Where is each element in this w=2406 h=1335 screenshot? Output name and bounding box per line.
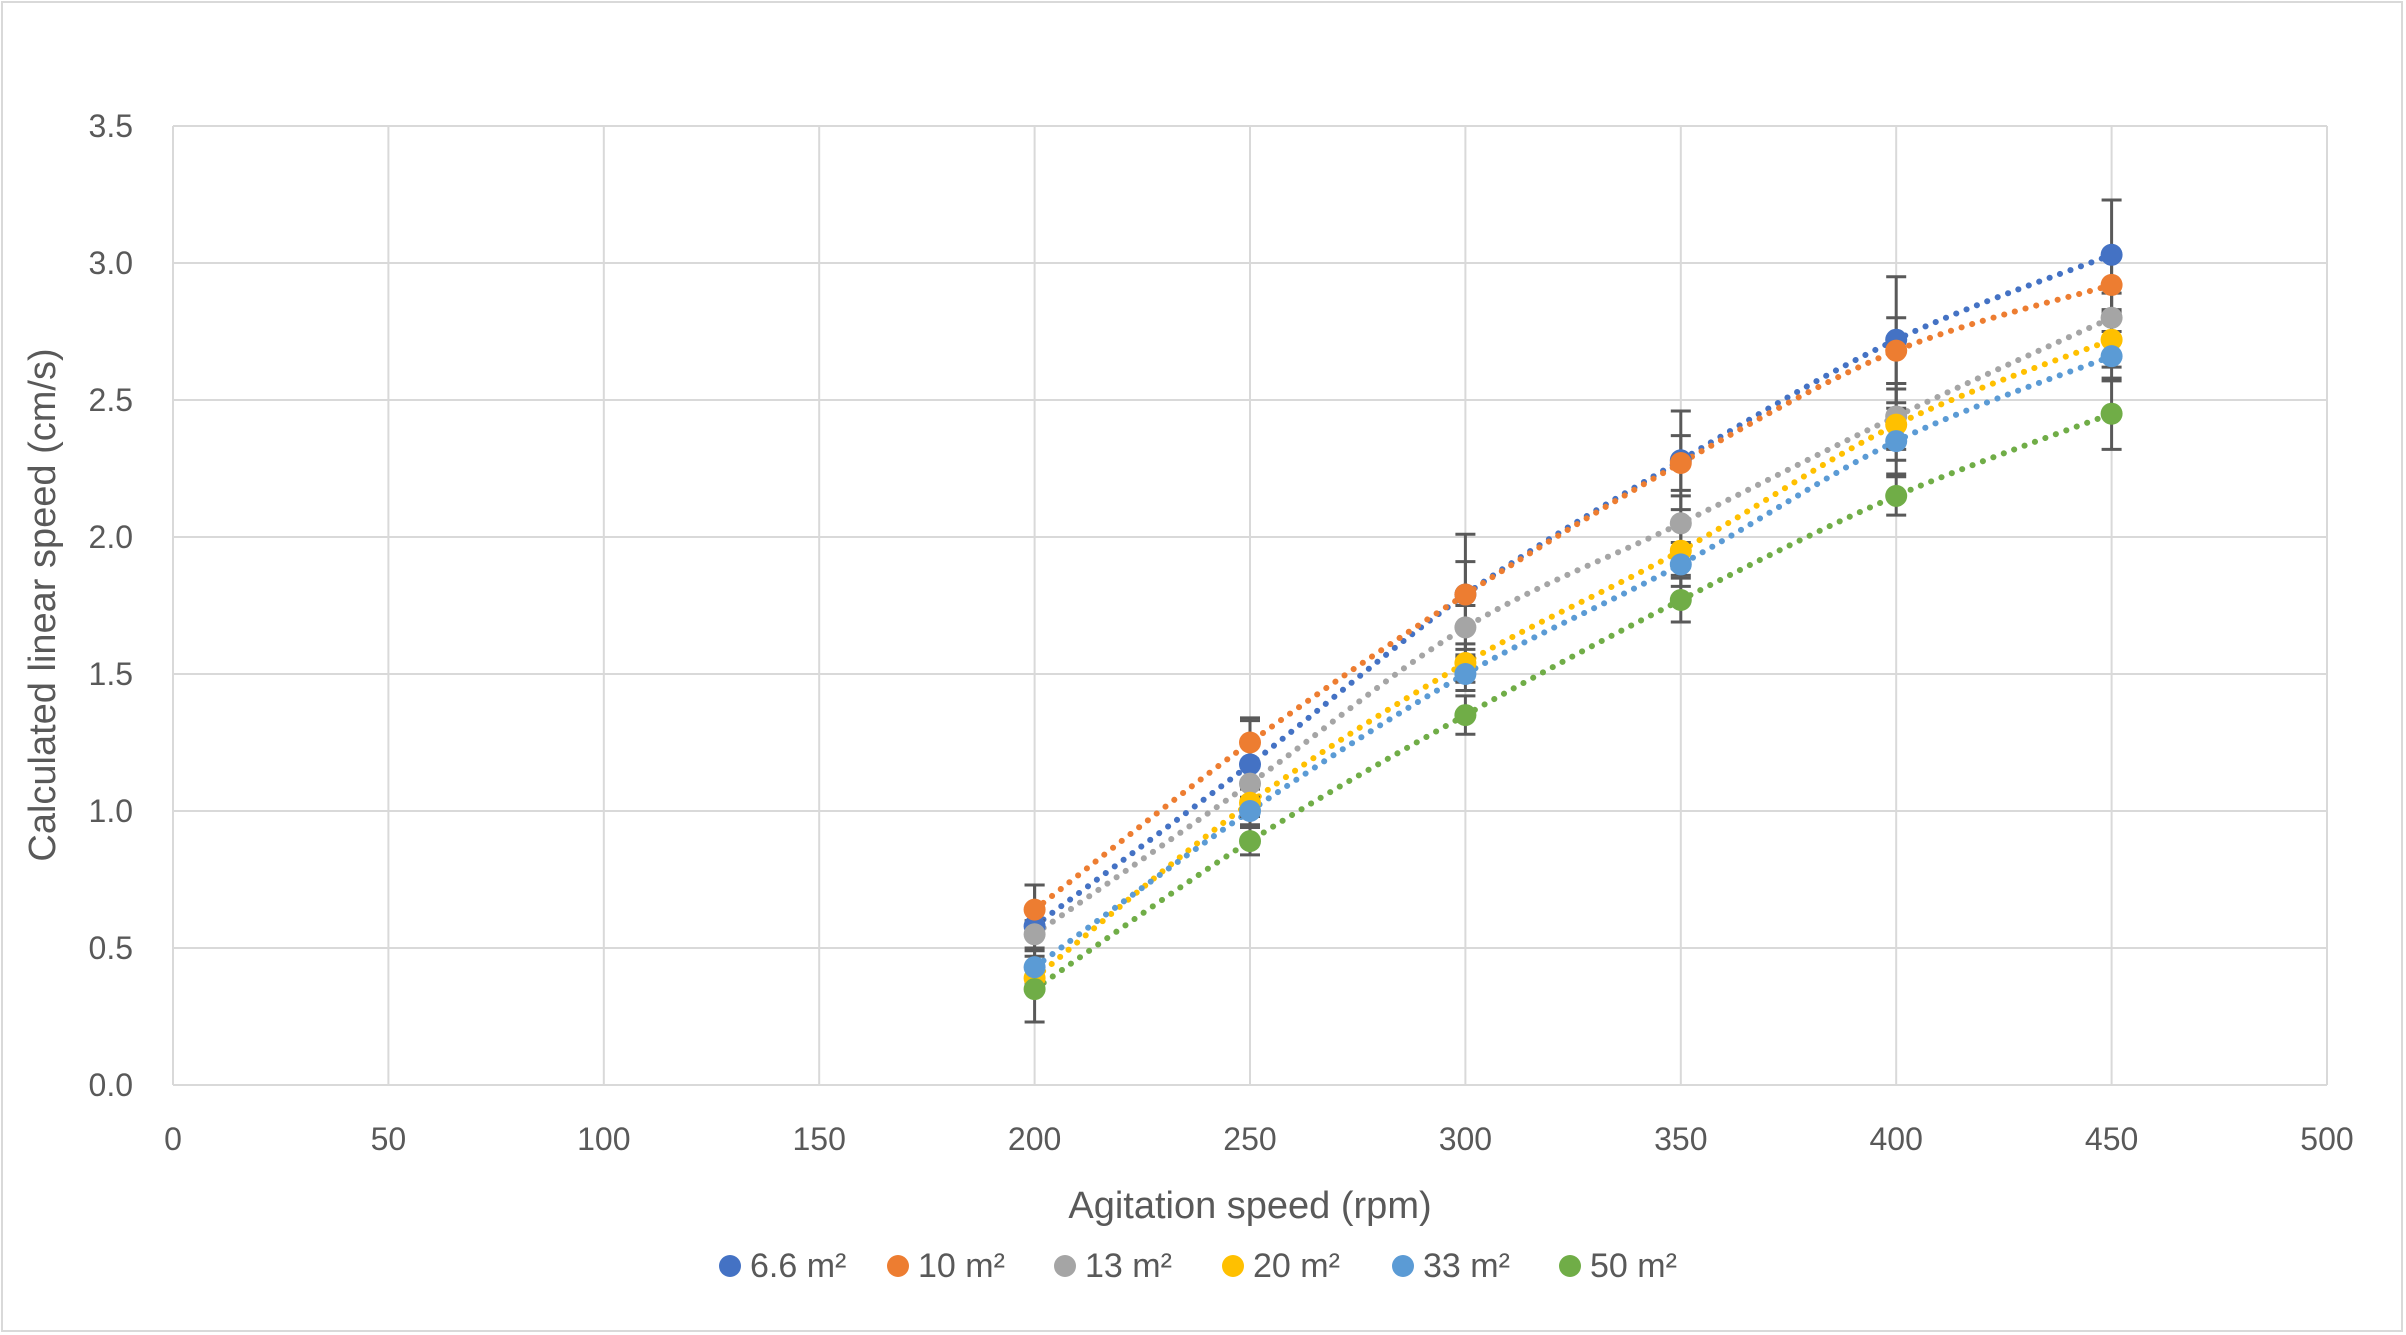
data-point xyxy=(1023,978,1046,1001)
data-point xyxy=(2100,345,2123,368)
legend-marker xyxy=(1054,1255,1076,1277)
data-point xyxy=(2100,273,2123,296)
legend-marker xyxy=(719,1255,741,1277)
trendlines xyxy=(1031,251,2115,993)
x-tick-label: 500 xyxy=(2300,1121,2353,1157)
trendline-3 xyxy=(1031,336,2115,982)
data-point xyxy=(1885,484,1908,507)
gridlines xyxy=(172,125,2328,1086)
data-point xyxy=(2100,306,2123,329)
data-point xyxy=(1669,452,1692,475)
trendline-2 xyxy=(1031,314,2115,938)
y-tick-label: 2.5 xyxy=(89,382,133,418)
data-point xyxy=(1239,731,1261,754)
legend-label: 20 m² xyxy=(1253,1247,1340,1285)
trendline-5 xyxy=(1031,410,2115,993)
data-point xyxy=(1454,583,1477,606)
legend-marker xyxy=(1222,1255,1244,1277)
x-axis-title: Agitation speed (rpm) xyxy=(1068,1185,1431,1227)
x-tick-label: 450 xyxy=(2085,1121,2138,1157)
data-point xyxy=(1669,512,1692,535)
legend-label: 33 m² xyxy=(1423,1247,1510,1285)
trendline-4 xyxy=(1031,353,2115,971)
trendline-0 xyxy=(1031,251,2115,930)
data-point xyxy=(2100,243,2123,266)
x-tick-label: 400 xyxy=(1870,1121,1923,1157)
tick-labels: 0 50 100 150 200 250 300 350 400 450 500 0.0 0.5 1.0 1… xyxy=(89,108,2354,1157)
legend-marker xyxy=(1559,1255,1581,1277)
data-points xyxy=(1023,243,2123,1001)
data-point xyxy=(1885,430,1908,453)
legend-marker xyxy=(1392,1255,1414,1277)
data-point xyxy=(1454,616,1477,639)
legend: 6.6 m² 10 m² 13 m² 20 m² 33 m² 50 m² xyxy=(719,1247,1677,1285)
x-tick-label: 300 xyxy=(1439,1121,1492,1157)
x-tick-label: 200 xyxy=(1008,1121,1061,1157)
data-point xyxy=(1885,339,1908,362)
data-point xyxy=(1239,772,1261,795)
data-point xyxy=(1023,923,1046,946)
trendline-1 xyxy=(1031,281,2115,913)
y-tick-label: 0.0 xyxy=(89,1067,133,1103)
data-point xyxy=(2100,328,2123,351)
x-tick-label: 100 xyxy=(577,1121,630,1157)
y-axis-title: Calculated linear speed (cm/s) xyxy=(22,348,64,861)
data-point xyxy=(1239,830,1261,853)
legend-label: 10 m² xyxy=(918,1247,1005,1285)
legend-marker xyxy=(887,1255,909,1277)
data-point xyxy=(1669,553,1692,576)
data-point xyxy=(1454,663,1477,685)
y-tick-label: 3.5 xyxy=(89,108,133,144)
y-tick-label: 2.0 xyxy=(89,519,133,555)
data-point xyxy=(1023,956,1046,979)
error-bars xyxy=(1024,198,2122,1024)
y-tick-label: 0.5 xyxy=(89,930,133,966)
data-point xyxy=(1669,589,1692,612)
y-tick-label: 1.5 xyxy=(89,656,133,692)
legend-label: 50 m² xyxy=(1590,1247,1677,1285)
data-point xyxy=(1239,753,1261,776)
legend-label: 13 m² xyxy=(1085,1247,1172,1285)
data-point xyxy=(1454,704,1477,727)
data-point xyxy=(1239,800,1261,822)
x-tick-label: 150 xyxy=(793,1121,846,1157)
x-tick-label: 250 xyxy=(1223,1121,1276,1157)
x-tick-label: 350 xyxy=(1654,1121,1707,1157)
legend-label: 6.6 m² xyxy=(750,1247,846,1285)
data-point xyxy=(1885,413,1908,436)
y-tick-label: 3.0 xyxy=(89,245,133,281)
y-tick-label: 1.0 xyxy=(89,793,133,829)
x-tick-label: 50 xyxy=(371,1121,407,1157)
data-point xyxy=(2100,402,2123,425)
x-tick-label: 0 xyxy=(164,1121,182,1157)
data-point xyxy=(1023,898,1046,921)
